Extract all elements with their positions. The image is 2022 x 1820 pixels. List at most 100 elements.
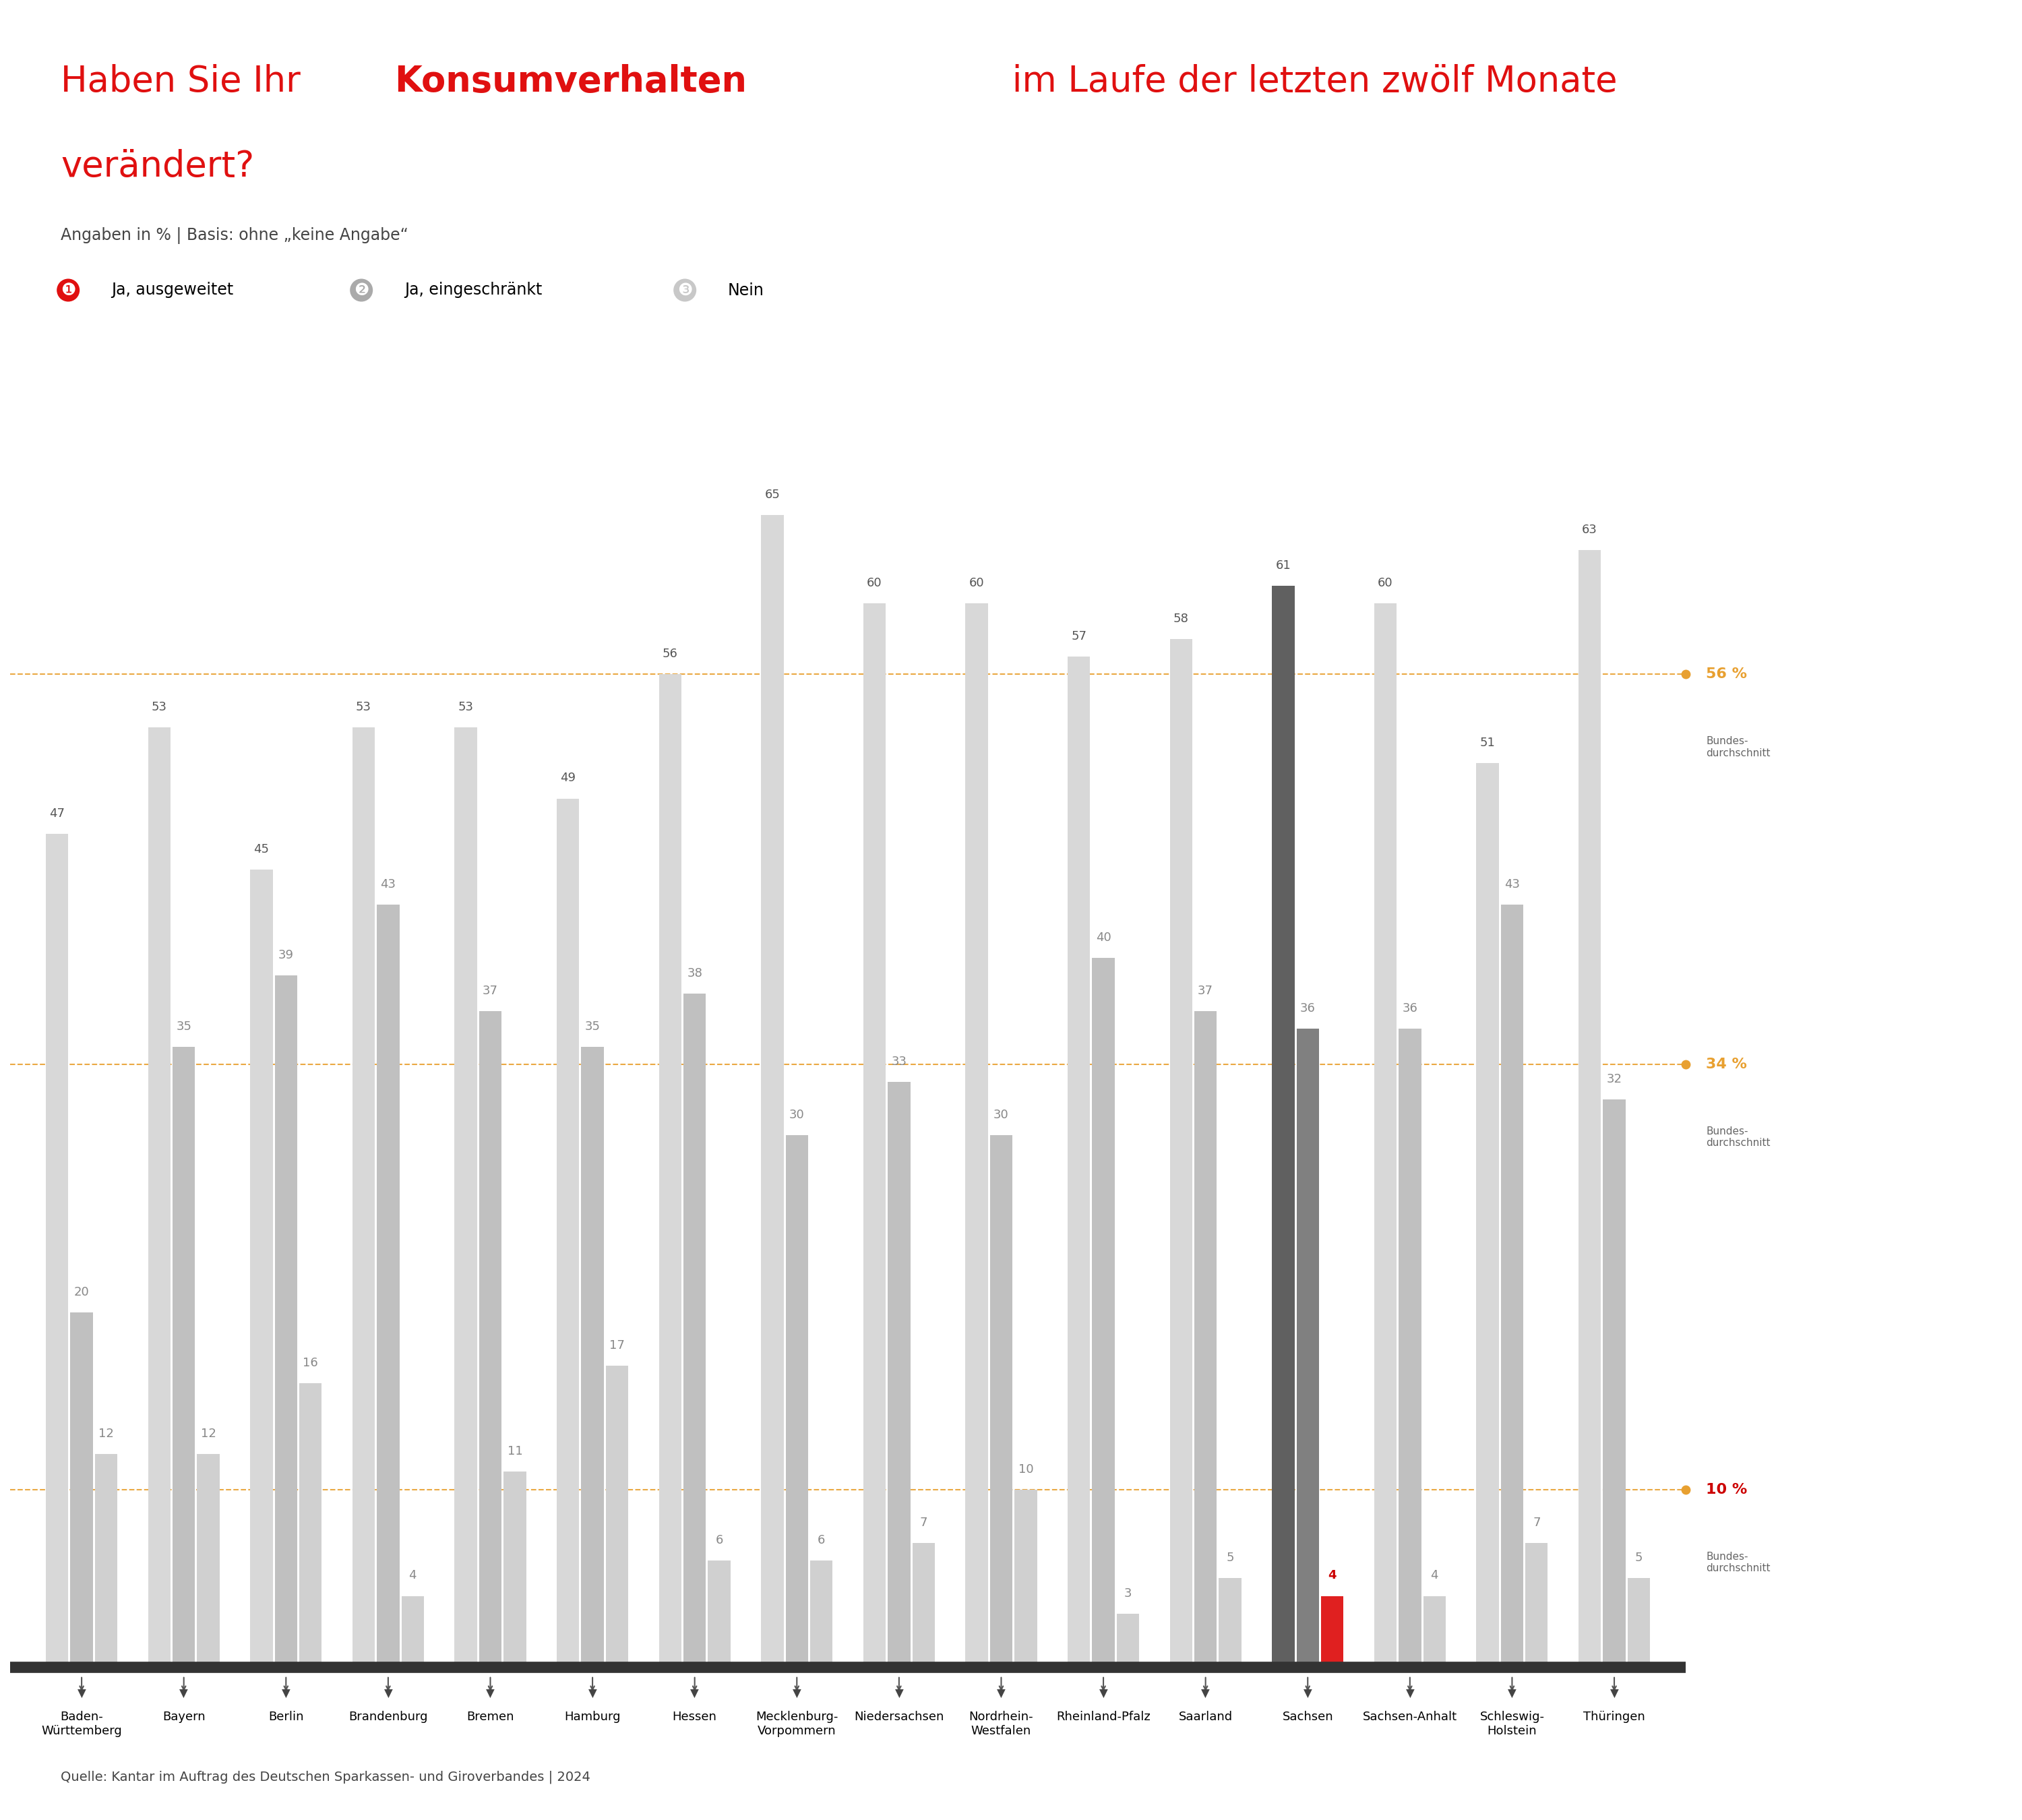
Text: Bundes-
durchschnitt: Bundes- durchschnitt <box>1707 737 1771 759</box>
Text: 56 %: 56 % <box>1707 668 1747 681</box>
Text: 6: 6 <box>817 1534 825 1547</box>
Text: ▼: ▼ <box>1201 1687 1209 1700</box>
Text: Sachsen: Sachsen <box>1282 1711 1332 1724</box>
Text: Angaben in % | Basis: ohne „keine Angabe“: Angaben in % | Basis: ohne „keine Angabe… <box>61 228 408 244</box>
Text: 43: 43 <box>1504 879 1521 890</box>
Bar <box>1375 604 1397 1667</box>
Bar <box>1015 1489 1037 1667</box>
Text: ▼: ▼ <box>77 1687 85 1700</box>
Text: Rheinland-Pfalz: Rheinland-Pfalz <box>1055 1711 1151 1724</box>
Bar <box>1219 1578 1242 1667</box>
Bar <box>580 1046 605 1667</box>
Bar <box>556 799 578 1667</box>
Bar <box>863 604 886 1667</box>
Bar <box>196 1454 220 1667</box>
Bar <box>299 1383 321 1667</box>
Text: 37: 37 <box>1197 985 1213 997</box>
Bar <box>47 834 69 1667</box>
Text: 63: 63 <box>1581 524 1597 537</box>
Text: Niedersachsen: Niedersachsen <box>853 1711 944 1724</box>
Bar <box>1116 1614 1138 1667</box>
Text: 30: 30 <box>789 1108 805 1121</box>
Text: Nordrhein-
Westfalen: Nordrhein- Westfalen <box>969 1711 1033 1738</box>
Text: 47: 47 <box>49 808 65 819</box>
Text: 30: 30 <box>993 1108 1009 1121</box>
Text: 53: 53 <box>356 701 372 713</box>
Text: ▼: ▼ <box>588 1687 596 1700</box>
Text: Bremen: Bremen <box>467 1711 514 1724</box>
Text: verändert?: verändert? <box>61 149 255 184</box>
Bar <box>1296 1028 1318 1667</box>
Text: 12: 12 <box>200 1429 216 1440</box>
Bar <box>708 1560 730 1667</box>
Text: ▼: ▼ <box>1405 1687 1413 1700</box>
Text: Schleswig-
Holstein: Schleswig- Holstein <box>1480 1711 1545 1738</box>
Bar <box>479 1012 501 1667</box>
Text: Sachsen-Anhalt: Sachsen-Anhalt <box>1363 1711 1458 1724</box>
Text: Ja, ausgeweitet: Ja, ausgeweitet <box>111 282 233 298</box>
Text: 4: 4 <box>1328 1569 1337 1582</box>
Bar <box>251 870 273 1667</box>
Bar <box>503 1472 526 1667</box>
Text: 7: 7 <box>1533 1516 1541 1529</box>
Bar <box>1092 957 1114 1667</box>
Text: Ja, eingeschränkt: Ja, eingeschränkt <box>404 282 542 298</box>
Bar <box>1500 905 1523 1667</box>
Text: 49: 49 <box>560 772 576 784</box>
Text: Thüringen: Thüringen <box>1583 1711 1646 1724</box>
Text: 60: 60 <box>867 577 882 590</box>
Text: 40: 40 <box>1096 932 1110 945</box>
Text: Quelle: Kantar im Auftrag des Deutschen Sparkassen- und Giroverbandes | 2024: Quelle: Kantar im Auftrag des Deutschen … <box>61 1771 590 1784</box>
Text: Brandenburg: Brandenburg <box>348 1711 429 1724</box>
Bar <box>1272 586 1294 1667</box>
Text: 36: 36 <box>1300 1003 1316 1014</box>
Bar <box>659 675 681 1667</box>
Bar <box>1423 1596 1446 1667</box>
Text: 57: 57 <box>1072 630 1086 642</box>
Text: ▼: ▼ <box>485 1687 495 1700</box>
Bar <box>811 1560 833 1667</box>
Bar <box>1579 550 1601 1667</box>
Text: 35: 35 <box>176 1021 192 1032</box>
Text: Hamburg: Hamburg <box>564 1711 621 1724</box>
Text: 6: 6 <box>716 1534 724 1547</box>
Bar <box>787 1136 809 1667</box>
Bar <box>683 994 706 1667</box>
Bar <box>760 515 785 1667</box>
Text: Bayern: Bayern <box>162 1711 206 1724</box>
Text: im Laufe der letzten zwölf Monate: im Laufe der letzten zwölf Monate <box>1001 64 1618 98</box>
Text: 17: 17 <box>609 1340 625 1350</box>
Text: 53: 53 <box>152 701 168 713</box>
Text: ▼: ▼ <box>384 1687 392 1700</box>
Text: Konsumverhalten: Konsumverhalten <box>394 64 746 98</box>
Text: ▼: ▼ <box>1100 1687 1108 1700</box>
Bar <box>148 728 170 1667</box>
Text: Baden-
Württemberg: Baden- Württemberg <box>40 1711 121 1738</box>
Text: 10: 10 <box>1019 1463 1033 1476</box>
Text: Berlin: Berlin <box>269 1711 303 1724</box>
Text: 60: 60 <box>1377 577 1393 590</box>
Text: ▼: ▼ <box>894 1687 904 1700</box>
Text: 16: 16 <box>303 1358 317 1369</box>
Text: Bundes-
durchschnitt: Bundes- durchschnitt <box>1707 1127 1771 1148</box>
Bar <box>172 1046 194 1667</box>
Text: ❸: ❸ <box>677 282 692 298</box>
Text: ▼: ▼ <box>1610 1687 1618 1700</box>
Text: 56: 56 <box>663 648 677 661</box>
Text: 38: 38 <box>687 966 702 979</box>
Text: Nein: Nein <box>728 282 764 298</box>
Text: 51: 51 <box>1480 737 1494 748</box>
Text: 58: 58 <box>1173 613 1189 624</box>
Text: 45: 45 <box>253 843 269 855</box>
Text: 33: 33 <box>892 1056 906 1068</box>
Text: 4: 4 <box>408 1569 417 1582</box>
Text: 3: 3 <box>1124 1587 1132 1600</box>
Text: 10 %: 10 % <box>1707 1483 1747 1496</box>
Text: 37: 37 <box>483 985 497 997</box>
Bar <box>71 1312 93 1667</box>
Bar <box>1476 763 1498 1667</box>
Bar <box>95 1454 117 1667</box>
Bar <box>1603 1099 1626 1667</box>
Text: 53: 53 <box>459 701 473 713</box>
Text: Mecklenburg-
Vorpommern: Mecklenburg- Vorpommern <box>756 1711 837 1738</box>
